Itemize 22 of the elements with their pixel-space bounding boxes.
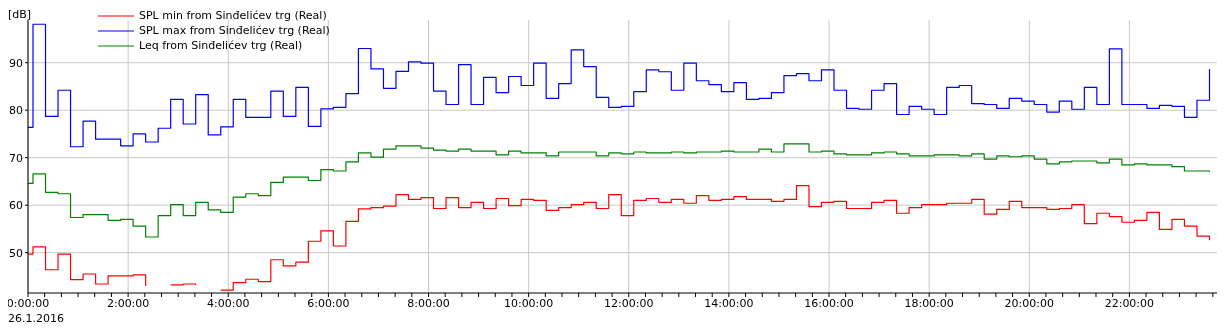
x-tick-label: 4:00:00 bbox=[207, 296, 250, 310]
y-tick-label: 80 bbox=[9, 104, 23, 118]
x-tick-label: 12:00:00 bbox=[604, 296, 654, 310]
y-axis-title: [dB] bbox=[8, 8, 32, 21]
x-tick-label: 22:00:00 bbox=[1104, 296, 1155, 310]
x-tick-label: 14:00:00 bbox=[704, 296, 754, 310]
legend-label: SPL min from Sinđelićev trg (Real) bbox=[139, 8, 327, 23]
y-tick-label: 90 bbox=[9, 56, 23, 70]
x-tick-label: 8:00:00 bbox=[407, 296, 450, 310]
y-tick-label: 60 bbox=[9, 199, 23, 213]
text: 26.1.2016 bbox=[8, 312, 64, 325]
x-tick-label: 20:00:00 bbox=[1004, 296, 1054, 310]
x-tick-label: 16:00:00 bbox=[804, 296, 854, 310]
legend-label: Leq from Sinđelićev trg (Real) bbox=[139, 38, 303, 53]
legend-label: SPL max from Sinđelićev trg (Real) bbox=[139, 23, 330, 38]
x-tick-label: 10:00:00 bbox=[503, 296, 554, 310]
x-tick-label: 2:00:00 bbox=[106, 296, 150, 310]
x-tick-label: 6:00:00 bbox=[307, 296, 350, 310]
x-tick-label: 0:00:00 bbox=[6, 296, 50, 310]
x-tick-label: 18:00:00 bbox=[904, 296, 954, 310]
y-tick-label: 70 bbox=[9, 151, 23, 165]
y-tick-label: 50 bbox=[9, 246, 23, 260]
